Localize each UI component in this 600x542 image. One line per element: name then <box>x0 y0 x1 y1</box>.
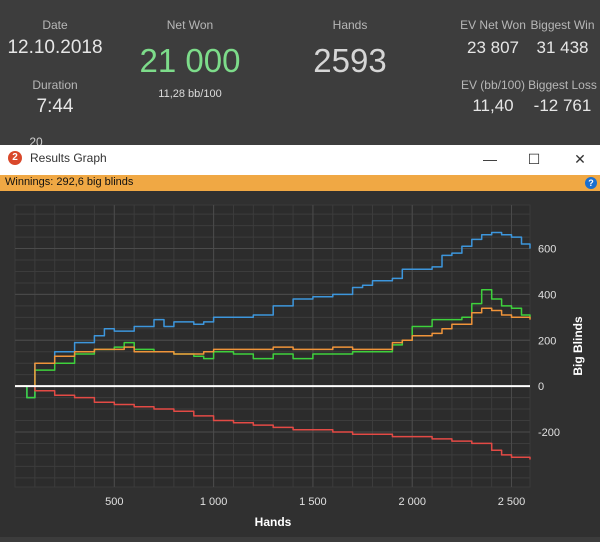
results-graph-window: 2 Results Graph — ☐ ✕ Winnings: 292,6 bi… <box>0 145 600 537</box>
x-axis-label: Hands <box>255 515 292 529</box>
hands-value: 2593 <box>313 42 387 79</box>
biggest-loss-label: Biggest Loss <box>528 78 597 92</box>
biggest-win-label: Biggest Win <box>530 18 595 32</box>
winnings-infobar: Winnings: 292,6 big blinds ? <box>0 175 600 191</box>
biggest-loss-value: -12 761 <box>533 96 592 115</box>
results-chart: -200 0 200 400 600 500 1 000 1 500 2 000 2 500 Han… <box>14 204 585 529</box>
y-axis-label: Big Blinds <box>571 316 585 376</box>
y-tick-label: -200 <box>538 427 560 439</box>
x-tick-label: 2 500 <box>498 496 526 508</box>
duration-label: Duration <box>32 78 78 92</box>
help-icon[interactable]: ? <box>585 177 597 189</box>
x-tick-label: 1 500 <box>299 496 327 508</box>
minimize-button[interactable]: — <box>483 151 497 167</box>
winnings-text: Winnings: 292,6 big blinds <box>5 176 134 188</box>
close-button[interactable]: ✕ <box>574 151 586 167</box>
y-tick-label: 600 <box>538 244 556 256</box>
y-tick-label: 0 <box>538 381 544 393</box>
biggest-win-value: 31 438 <box>536 38 589 57</box>
series-line-2 <box>15 307 531 387</box>
y-tick-label: 200 <box>538 335 556 347</box>
results-chart-area[interactable]: -200 0 200 400 600 500 1 000 1 500 2 000 2 500 Han… <box>0 191 600 537</box>
plot-background <box>14 204 531 488</box>
maximize-button[interactable]: ☐ <box>527 151 541 167</box>
x-tick-label: 2 000 <box>398 496 426 508</box>
ev-bb-value: 11,40 <box>472 96 514 115</box>
date-label: Date <box>42 18 68 32</box>
net-won-label: Net Won <box>166 18 214 32</box>
ev-net-won-value: 23 807 <box>467 38 519 57</box>
x-tick-label: 1 000 <box>200 496 228 508</box>
y-tick-label: 400 <box>538 289 556 301</box>
ev-bb-label: EV (bb/100) <box>460 78 526 92</box>
hands-label: Hands <box>332 18 368 32</box>
net-won-value: 21 000 <box>139 42 241 79</box>
date-value: 12.10.2018 <box>7 37 103 58</box>
session-stats-panel: Date 12.10.2018 Duration 7:44 Net Won 21… <box>0 0 600 145</box>
window-titlebar[interactable]: 2 Results Graph — ☐ ✕ <box>0 145 600 173</box>
series-line-3 <box>15 385 531 460</box>
net-won-bb-per-100: 11,28 bb/100 <box>158 88 222 100</box>
app-logo-icon: 2 <box>8 151 22 165</box>
duration-value: 7:44 <box>36 96 74 117</box>
window-title: Results Graph <box>30 151 107 165</box>
ev-net-won-label: EV Net Won <box>460 18 526 32</box>
partial-hidden-value: 20 <box>29 135 43 145</box>
x-tick-label: 500 <box>105 496 123 508</box>
series-line-0 <box>15 231 531 399</box>
